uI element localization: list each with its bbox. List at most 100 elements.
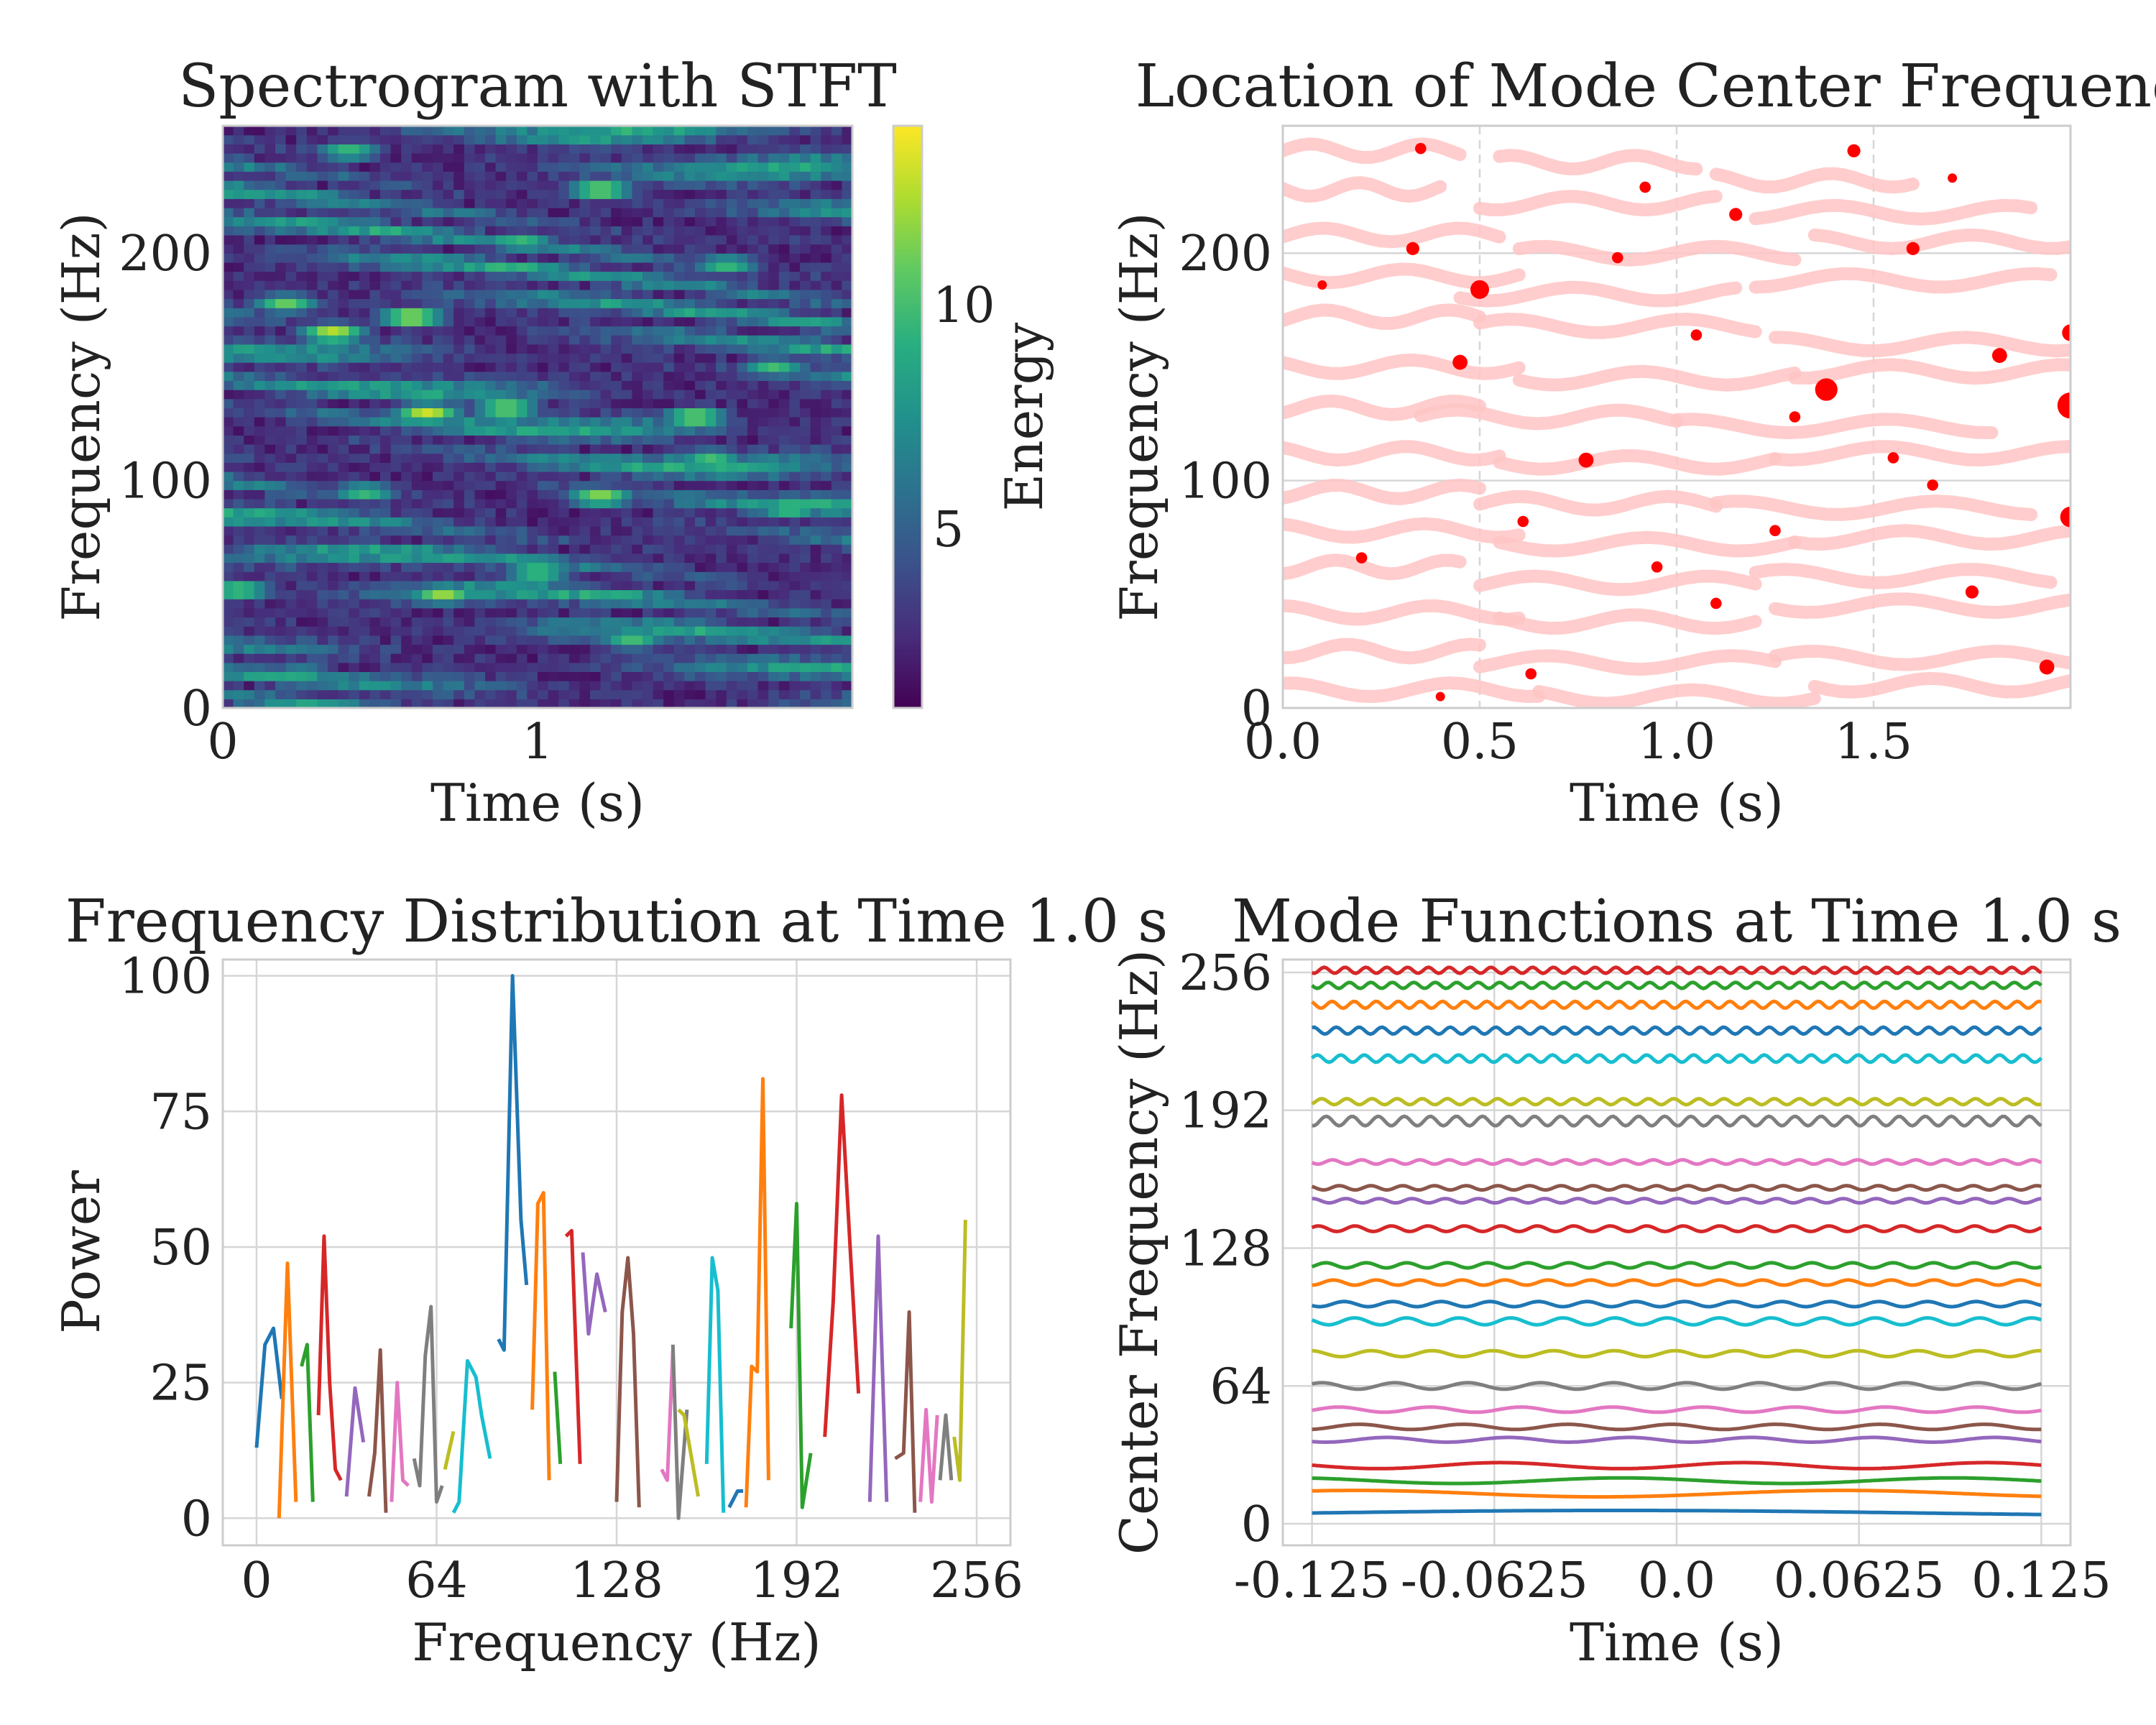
heatmap-cell [810,507,821,518]
heatmap-cell [768,644,780,654]
heatmap-cell [453,535,465,545]
heatmap-cell [548,380,559,390]
heatmap-cell [558,517,570,527]
heatmap-cell [474,435,486,445]
heatmap-cell [275,316,287,327]
heatmap-cell [328,380,339,390]
heatmap-cell [401,262,413,272]
heatmap-cell [538,453,549,463]
heatmap-cell [485,398,497,408]
power-series-line [277,1261,298,1519]
heatmap-cell [684,371,696,381]
heatmap-cell [485,617,497,627]
heatmap-cell [768,144,780,154]
heatmap-cell [538,480,549,490]
heatmap-cell [453,480,465,490]
heatmap-cell [548,289,559,300]
heatmap-cell [317,253,328,263]
heatmap-cell [590,335,602,345]
heatmap-cell [359,480,370,490]
heatmap-cell [275,444,287,454]
heatmap-cell [443,626,454,636]
heatmap-cell [611,699,622,708]
heatmap-cell [726,344,737,354]
heatmap-cell [380,635,392,645]
heatmap-cell [453,408,465,418]
heatmap-cell [705,644,717,654]
heatmap-cell [244,280,255,290]
heatmap-cell [789,544,801,554]
heatmap-cell [306,662,318,672]
heatmap-cell [768,344,780,354]
heatmap-cell [516,681,528,691]
heatmap-cell [800,589,811,599]
heatmap-cell [264,644,276,654]
power-series-line [316,1234,343,1481]
heatmap-cell [380,207,392,218]
heatmap-cell [495,562,507,572]
heatmap-cell [642,226,654,236]
heatmap-cell [223,398,234,408]
heatmap-cell [453,507,465,518]
heatmap-cell [579,162,591,172]
heatmap-cell [579,699,591,708]
heatmap-cell [590,162,602,172]
heatmap-cell [328,489,339,500]
heatmap-cell [831,435,842,445]
heatmap-cell [254,517,265,527]
heatmap-cell [254,280,265,290]
power-series-line [344,1386,366,1497]
heatmap-cell [590,480,602,490]
heatmap-cell [275,517,287,527]
heatmap-cell [233,435,244,445]
heatmap-cell [642,617,654,627]
heatmap-cell [600,417,612,427]
heatmap-cell [611,126,622,136]
heatmap-cell [516,398,528,408]
heatmap-cell [485,699,497,708]
heatmap-cell [789,371,801,381]
heatmap-cell [296,635,308,645]
heatmap-cell [653,689,664,699]
heatmap-cell [737,408,748,418]
heatmap-cell [464,280,475,290]
heatmap-cell [244,253,255,263]
heatmap-cell [673,644,685,654]
heatmap-cell [338,298,349,308]
heatmap-cell [349,471,360,482]
heatmap-cell [568,507,580,518]
heatmap-cell [254,507,265,518]
heatmap-cell [411,426,423,436]
heatmap-cell [359,417,370,427]
heatmap-cell [390,234,402,245]
heatmap-cell [485,353,497,363]
heatmap-cell [590,498,602,509]
heatmap-cell [453,444,465,454]
heatmap-cell [600,308,612,318]
heatmap-cell [401,644,413,654]
heatmap-cell [527,653,538,663]
heatmap-cell [285,480,297,490]
heatmap-cell [328,498,339,509]
heatmap-cell [757,308,769,318]
heatmap-cell [538,671,549,681]
heatmap-cell [757,571,769,581]
heatmap-cell [821,553,832,564]
heatmap-cell [632,344,643,354]
heatmap-cell [338,653,349,663]
heatmap-cell [705,262,717,272]
heatmap-cell [684,617,696,627]
heatmap-cell [453,662,465,672]
heatmap-cell [684,662,696,672]
heatmap-cell [275,453,287,463]
heatmap-cell [453,571,465,581]
heatmap-cell [716,689,727,699]
heatmap-cell [716,562,727,572]
heatmap-cell [842,308,852,318]
heatmap-cell [579,171,591,181]
heatmap-cell [642,507,654,518]
heatmap-cell [485,453,497,463]
heatmap-cell [275,535,287,545]
heatmap-cell [506,353,517,363]
heatmap-cell [264,262,276,272]
